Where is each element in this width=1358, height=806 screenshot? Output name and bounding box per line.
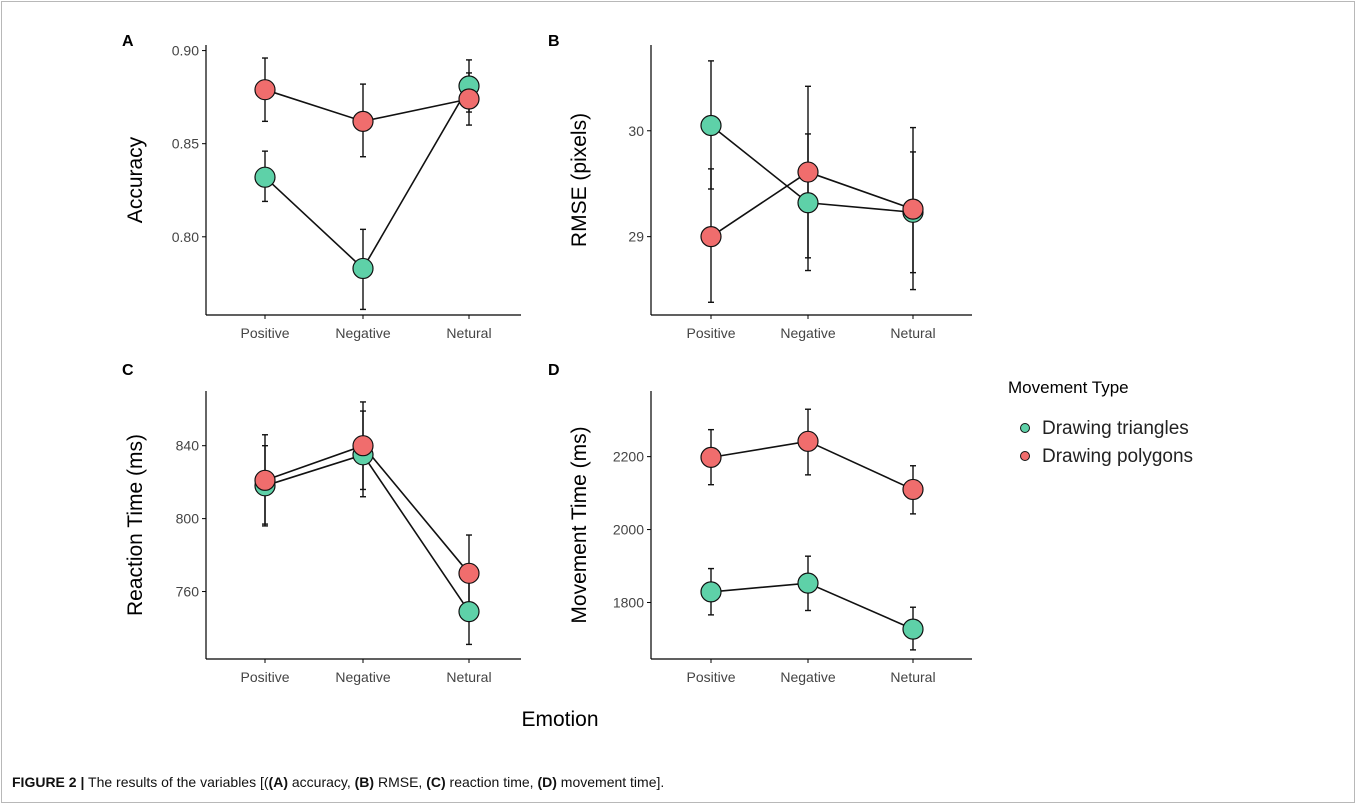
- x-tick-label: Negative: [780, 669, 835, 685]
- series-triangles: [708, 555, 916, 651]
- caption-part-7: (D): [537, 774, 557, 790]
- data-point: [352, 435, 374, 457]
- series-line: [264, 453, 470, 613]
- data-point: [254, 79, 276, 101]
- legend-label: Drawing polygons: [1042, 446, 1193, 467]
- y-tick-label: 760: [176, 584, 200, 600]
- x-axis-title: Emotion: [521, 708, 598, 731]
- figure-caption: FIGURE 2 | The results of the variables …: [12, 774, 664, 790]
- data-point: [254, 166, 276, 188]
- legend-label: Drawing triangles: [1042, 418, 1189, 439]
- y-tick-label: 800: [176, 511, 200, 527]
- panel-d: D 1800 2000 2200 Positive Negative Netural Move…: [548, 362, 972, 685]
- y-tick-label: 2000: [613, 522, 644, 538]
- y-tick-label: 0.85: [172, 136, 199, 152]
- y-tick-label: 30: [628, 123, 644, 139]
- data-point: [700, 226, 722, 248]
- x-tick-label: Positive: [686, 325, 735, 341]
- caption-part-5: (C): [426, 774, 446, 790]
- y-tick-label: 0.80: [172, 229, 199, 245]
- panel-label-c: C: [122, 362, 134, 379]
- panel-c: C 760 800 840 Positive Negative Netural Reactio…: [122, 362, 521, 685]
- y-axis-label: Reaction Time (ms): [124, 434, 147, 616]
- x-tick-label: Netural: [446, 669, 491, 685]
- x-tick-label: Positive: [686, 669, 735, 685]
- y-tick-label: 29: [628, 229, 644, 245]
- data-point: [902, 198, 924, 220]
- caption-text: The results of the variables [((A) accur…: [84, 774, 664, 790]
- data-point: [797, 192, 819, 214]
- caption-part-8: movement time].: [556, 774, 665, 790]
- caption-part-0: The results of the variables [(: [84, 774, 269, 790]
- series-polygons: [262, 401, 472, 611]
- legend-title: Movement Type: [1008, 378, 1129, 397]
- series-polygons: [262, 57, 472, 158]
- x-tick-label: Netural: [890, 325, 935, 341]
- data-point: [352, 257, 374, 280]
- data-point: [797, 161, 819, 183]
- data-point: [458, 562, 480, 584]
- data-point: [700, 114, 722, 137]
- data-point: [458, 600, 480, 623]
- series-polygons: [708, 408, 916, 515]
- caption-label: FIGURE 2 |: [12, 774, 85, 790]
- y-axis-label: Accuracy: [124, 136, 147, 223]
- x-tick-label: Negative: [335, 669, 390, 685]
- x-tick-label: Positive: [240, 325, 289, 341]
- x-tick-label: Positive: [240, 669, 289, 685]
- caption-part-2: accuracy,: [287, 774, 355, 790]
- y-axis-label: Movement Time (ms): [568, 426, 591, 623]
- data-point: [797, 572, 819, 594]
- panel-a: A 0.80 0.85 0.90 Positive Negative Netural Accu…: [122, 33, 521, 341]
- x-tick-label: Negative: [335, 325, 390, 341]
- y-tick-label: 2200: [613, 449, 644, 465]
- caption-part-3: (B): [354, 774, 375, 790]
- data-point: [700, 446, 722, 468]
- x-tick-label: Netural: [446, 325, 491, 341]
- panel-label-d: D: [548, 362, 560, 379]
- data-point: [700, 581, 722, 603]
- panel-label-a: A: [122, 33, 134, 50]
- data-point: [902, 478, 924, 501]
- y-axis-label: RMSE (pixels): [568, 113, 591, 247]
- data-point: [352, 110, 374, 132]
- series-line: [264, 444, 470, 574]
- x-tick-label: Netural: [890, 669, 935, 685]
- y-tick-label: 1800: [613, 594, 644, 610]
- y-tick-label: 840: [176, 438, 200, 454]
- legend-key: [1020, 451, 1030, 461]
- data-point: [254, 469, 276, 491]
- data-point: [797, 430, 819, 452]
- legend-key: [1020, 423, 1030, 433]
- x-tick-label: Negative: [780, 325, 835, 341]
- panel-b: B 29 30 Positive Negative Netural RMSE (pixels…: [548, 33, 972, 341]
- y-tick-label: 0.90: [172, 43, 199, 59]
- caption-part-4: RMSE,: [374, 774, 427, 790]
- legend: Movement Type Drawing triangles Drawing po…: [1008, 378, 1193, 467]
- caption-part-6: reaction time,: [445, 774, 538, 790]
- caption-part-1: (A): [268, 774, 288, 790]
- data-point: [902, 618, 924, 640]
- data-point: [458, 88, 480, 110]
- panel-label-b: B: [548, 33, 560, 50]
